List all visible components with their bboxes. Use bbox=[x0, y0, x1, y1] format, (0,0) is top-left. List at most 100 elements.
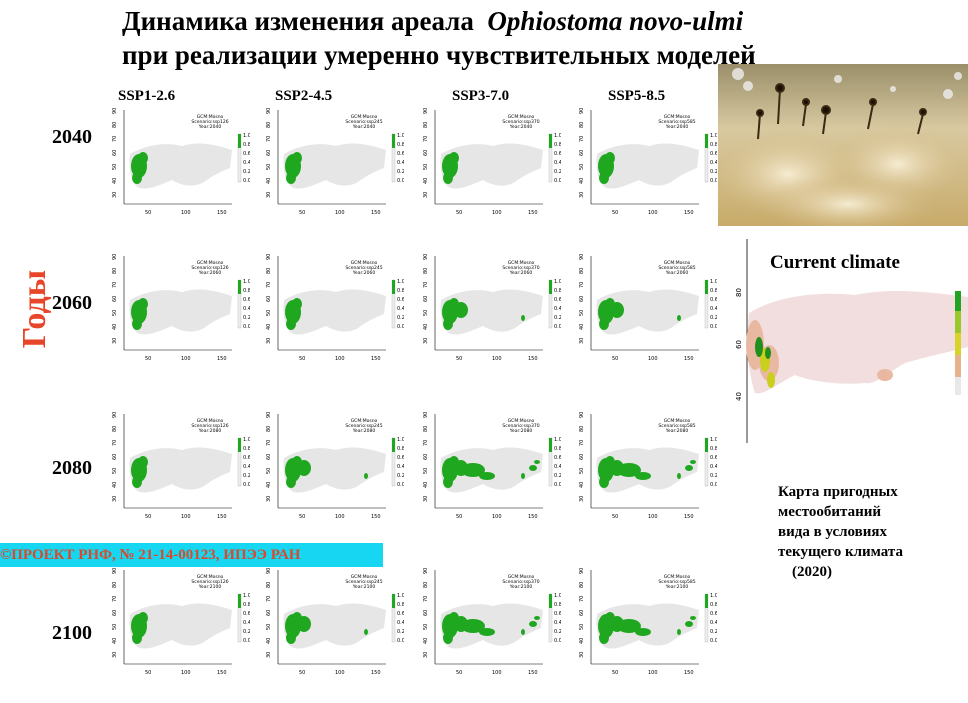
y-tick-label: 90 bbox=[579, 568, 585, 574]
y-tick-label: 70 bbox=[266, 282, 272, 288]
legend-tick-label: 0.8 bbox=[243, 602, 250, 608]
suitable-area bbox=[598, 152, 615, 184]
y-tick-label: 90 bbox=[423, 254, 429, 260]
legend-tick-label: 0.4 bbox=[243, 464, 250, 470]
legend-tick-label: 0.8 bbox=[710, 446, 717, 452]
legend-tick-label: 0.6 bbox=[554, 611, 561, 617]
x-tick-label: 150 bbox=[217, 670, 227, 676]
legend-tick-label: 0.8 bbox=[243, 288, 250, 294]
x-tick-label: 50 bbox=[299, 356, 305, 362]
y-tick-label: 60 bbox=[579, 610, 585, 616]
caption-line: вида в условиях bbox=[778, 524, 888, 540]
x-tick-label: 150 bbox=[684, 514, 694, 520]
y-tick-label: 60 bbox=[423, 454, 429, 460]
legend-tick-label: 0.8 bbox=[243, 142, 250, 148]
x-tick-label: 100 bbox=[335, 210, 345, 216]
y-tick-label: 30 bbox=[579, 192, 585, 198]
panel-info-text: GCM:Mosno bbox=[508, 114, 535, 120]
legend-tick-label: 0.6 bbox=[397, 611, 404, 617]
legend-tick-label: 1.0 bbox=[710, 437, 717, 443]
legend-tick-label: 0.2 bbox=[710, 169, 717, 175]
y-tick-label: 30 bbox=[423, 192, 429, 198]
x-tick-label: 100 bbox=[648, 356, 658, 362]
x-tick-label: 50 bbox=[145, 356, 151, 362]
y-tick-label: 60 bbox=[266, 610, 272, 616]
legend-tick-label: 0.0 bbox=[243, 638, 250, 644]
suitable-area bbox=[442, 152, 459, 184]
x-tick-label: 150 bbox=[217, 356, 227, 362]
legend-tick-label: 0.6 bbox=[243, 611, 250, 617]
panel-info-text: Scenario:ssp126 bbox=[191, 119, 228, 125]
y-tick-label: 60 bbox=[112, 296, 118, 302]
y-tick-label: 70 bbox=[112, 440, 118, 446]
legend-tick-label: 0.0 bbox=[710, 638, 717, 644]
y-tick-label: 40 bbox=[112, 482, 118, 488]
y-tick-label: 50 bbox=[579, 624, 585, 630]
x-tick-label: 150 bbox=[528, 356, 538, 362]
x-tick-label: 150 bbox=[371, 670, 381, 676]
y-tick-label: 90 bbox=[579, 108, 585, 114]
legend-tick-label: 0.8 bbox=[243, 446, 250, 452]
legend-tick-label: 0.0 bbox=[397, 324, 404, 330]
legend-tick-label: 1.0 bbox=[397, 133, 404, 139]
y-tick-label: 90 bbox=[112, 568, 118, 574]
y-tick-label: 30 bbox=[579, 338, 585, 344]
suitable-area bbox=[285, 298, 302, 330]
y-tick-label: 70 bbox=[112, 596, 118, 602]
panel-info-text: Year:2080 bbox=[198, 428, 222, 434]
panel-info-text: Year:2080 bbox=[509, 428, 533, 434]
panel-info-text: GCM:Mosno bbox=[508, 574, 535, 580]
y-tick-label: 50 bbox=[112, 468, 118, 474]
y-tick-label: 30 bbox=[266, 652, 272, 658]
cc-ytick: 40 bbox=[735, 392, 743, 401]
y-tick-label: 50 bbox=[266, 468, 272, 474]
y-tick-label: 80 bbox=[266, 122, 272, 128]
y-tick-label: 70 bbox=[579, 282, 585, 288]
y-tick-label: 80 bbox=[579, 426, 585, 432]
legend-tick-label: 0.4 bbox=[243, 620, 250, 626]
legend-tick-label: 0.8 bbox=[397, 602, 404, 608]
x-tick-label: 50 bbox=[145, 670, 151, 676]
x-tick-label: 50 bbox=[299, 514, 305, 520]
panel-info-text: GCM:Mosno bbox=[664, 260, 691, 266]
x-tick-label: 150 bbox=[217, 210, 227, 216]
panel-info-text: GCM:Mosno bbox=[197, 260, 224, 266]
panel-info-text: GCM:Mosno bbox=[508, 260, 535, 266]
y-tick-label: 50 bbox=[423, 164, 429, 170]
distribution-map-2080-ssp370: 30 40 50 60 70 80 90 50 100 150 GCM:Mosno Scenario:… bbox=[423, 410, 562, 522]
y-tick-label: 50 bbox=[423, 310, 429, 316]
panel-info-text: Year:2100 bbox=[509, 584, 533, 590]
legend-tick-label: 0.8 bbox=[554, 602, 561, 608]
legend-tick-label: 0.6 bbox=[554, 151, 561, 157]
distribution-map-2060-ssp370: 30 40 50 60 70 80 90 50 100 150 GCM:Mosno Scenario:… bbox=[423, 252, 562, 364]
year-label-2040: 2040 bbox=[52, 126, 92, 148]
y-tick-label: 50 bbox=[112, 164, 118, 170]
distribution-map-2060-ssp126: 30 40 50 60 70 80 90 50 100 150 GCM:Mosno Scenario:… bbox=[112, 252, 251, 364]
legend-tick-label: 0.2 bbox=[243, 629, 250, 635]
y-tick-label: 70 bbox=[266, 440, 272, 446]
x-tick-label: 50 bbox=[145, 210, 151, 216]
y-tick-label: 60 bbox=[579, 150, 585, 156]
scenario-header-4: SSP5-8.5 bbox=[608, 88, 666, 104]
legend-tick-label: 0.8 bbox=[554, 446, 561, 452]
legend-tick-label: 1.0 bbox=[710, 279, 717, 285]
x-tick-label: 50 bbox=[456, 514, 462, 520]
y-tick-label: 70 bbox=[579, 136, 585, 142]
y-tick-label: 50 bbox=[266, 310, 272, 316]
legend-tick-label: 0.6 bbox=[710, 297, 717, 303]
suitable-area bbox=[442, 612, 540, 644]
y-tick-label: 70 bbox=[266, 136, 272, 142]
x-tick-label: 150 bbox=[528, 210, 538, 216]
year-label-2080: 2080 bbox=[52, 457, 92, 479]
legend-tick-label: 0.4 bbox=[397, 160, 404, 166]
y-tick-label: 80 bbox=[423, 582, 429, 588]
y-tick-label: 40 bbox=[423, 638, 429, 644]
distribution-map-2100-ssp126: 30 40 50 60 70 80 90 50 100 150 GCM:Mosno Scenario:… bbox=[112, 566, 251, 678]
panel-info-text: GCM:Mosno bbox=[508, 418, 535, 424]
page-title: Динамика изменения ареала Ophiostoma nov… bbox=[122, 4, 756, 72]
suitable-area bbox=[285, 456, 368, 488]
y-tick-label: 80 bbox=[112, 582, 118, 588]
y-tick-label: 30 bbox=[266, 338, 272, 344]
panel-info-text: Year:2060 bbox=[665, 270, 689, 276]
legend-tick-label: 0.4 bbox=[397, 464, 404, 470]
